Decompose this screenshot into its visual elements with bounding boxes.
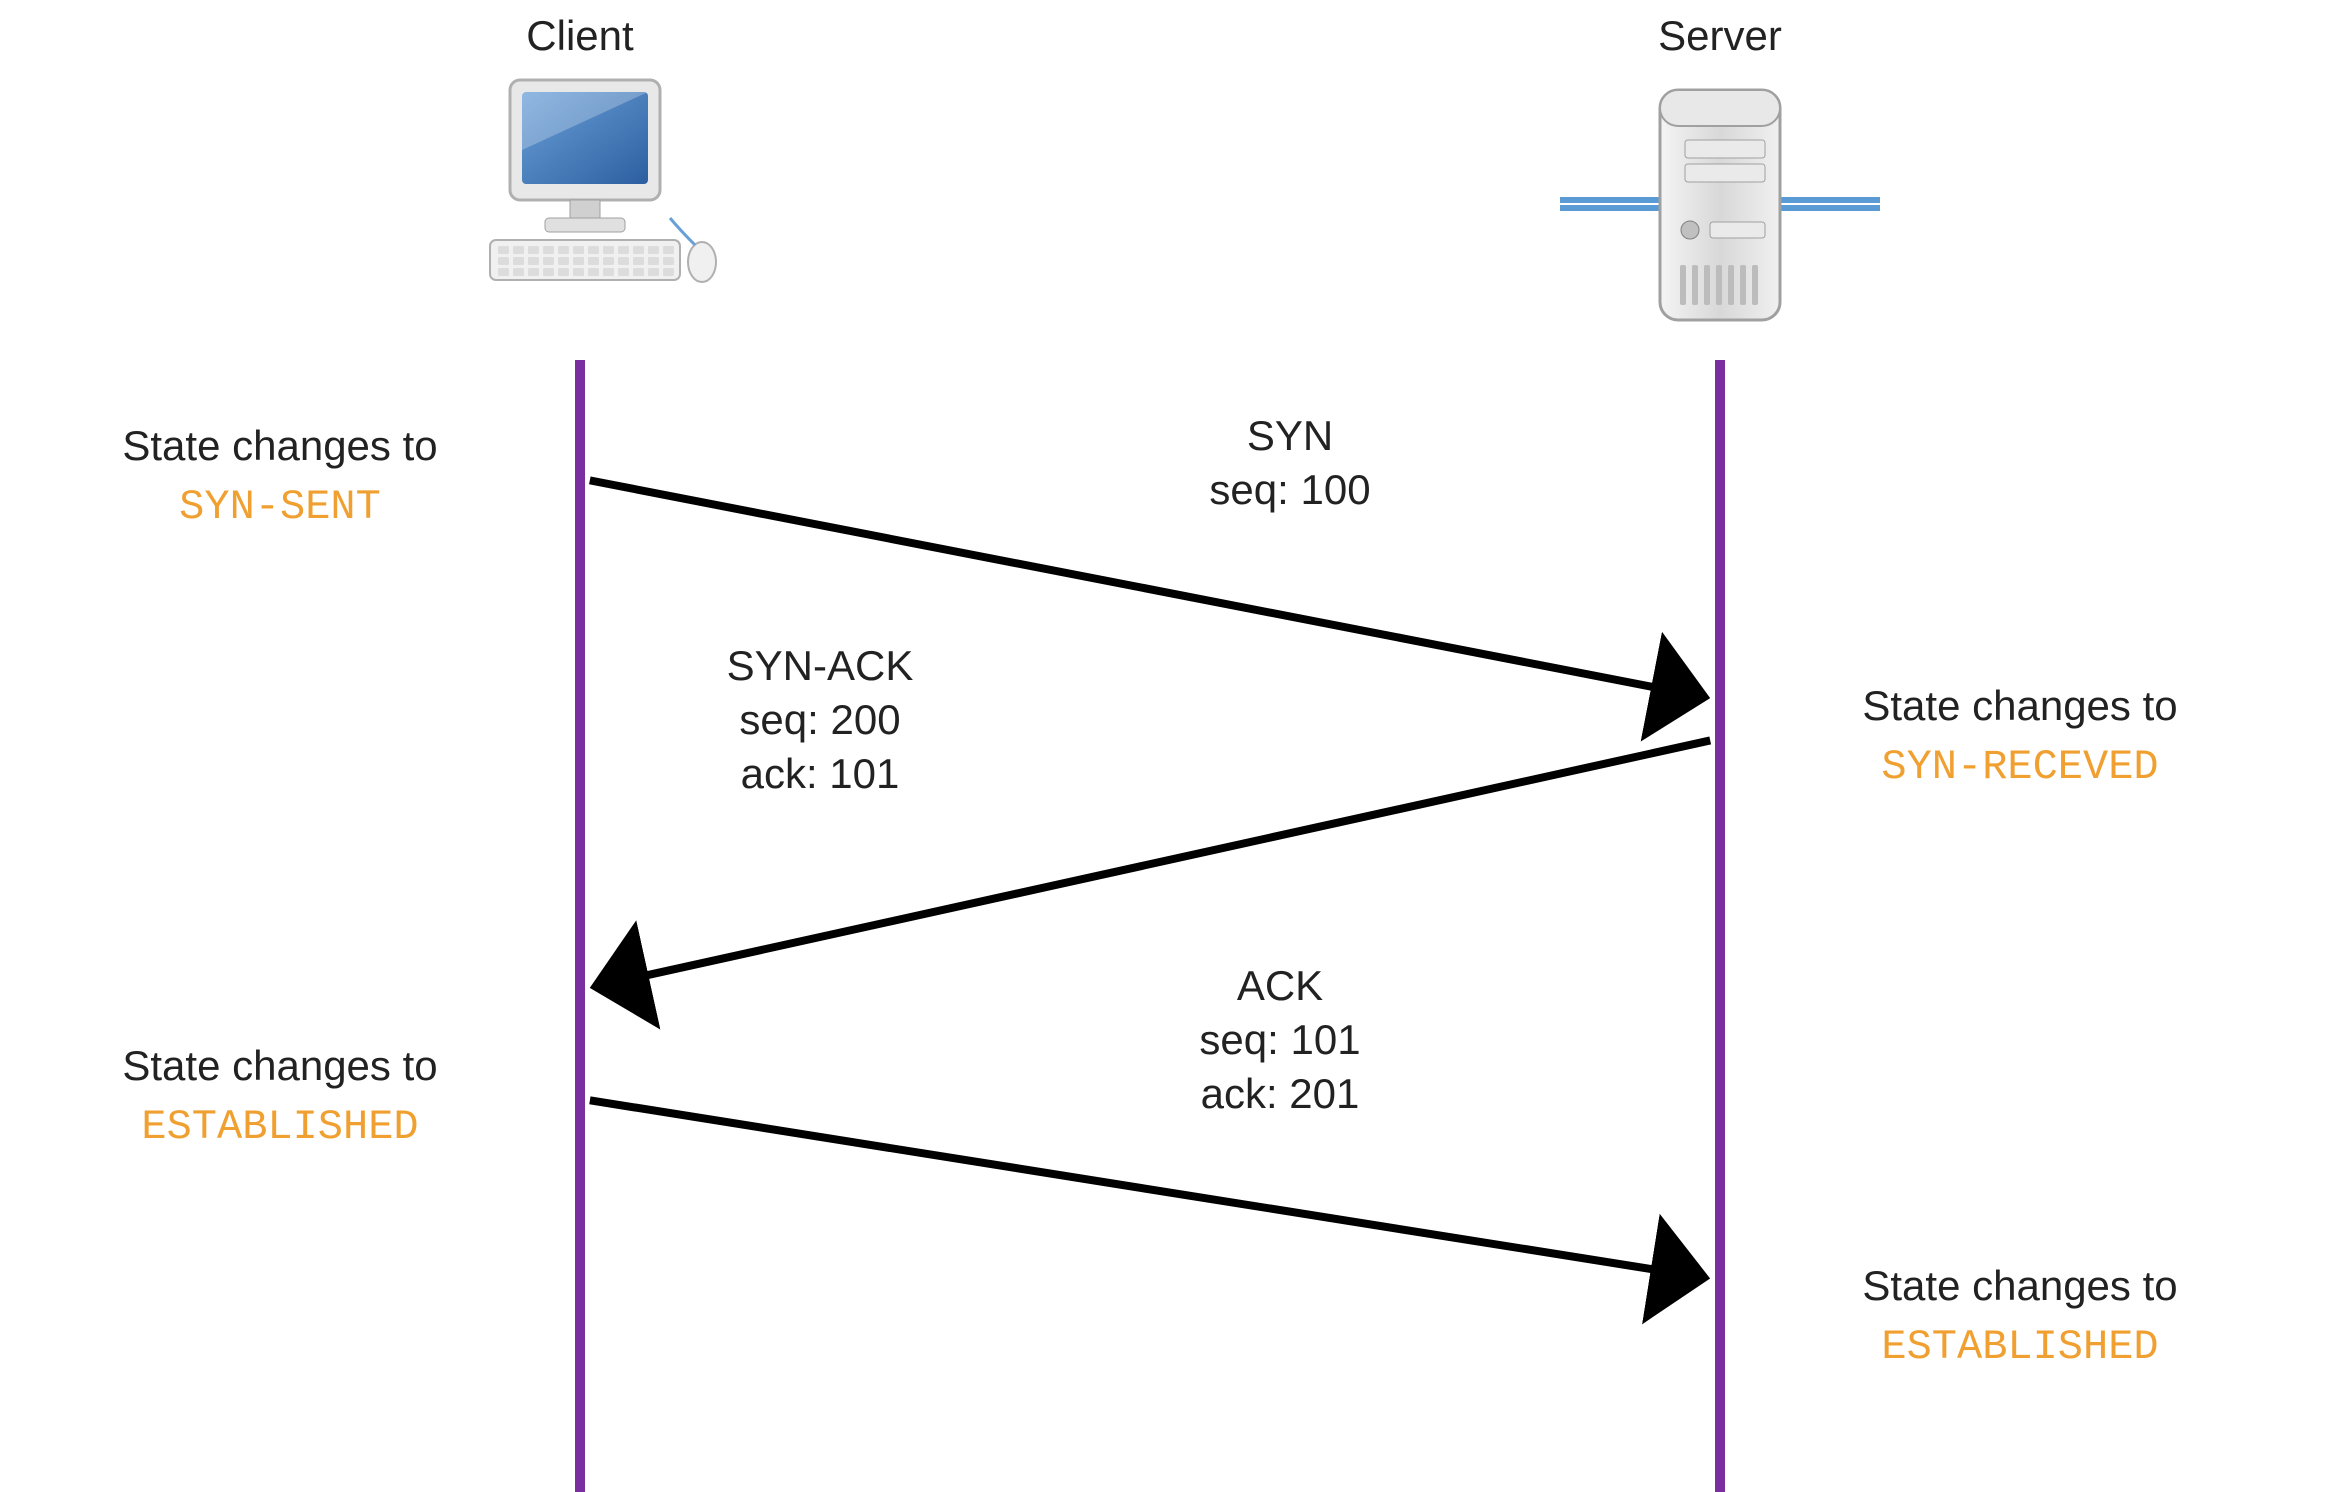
message-0-line-0: SYN: [1247, 412, 1333, 459]
state-2-code: ESTABLISHED: [141, 1103, 418, 1151]
server-label: Server: [1658, 12, 1782, 59]
state-1-label: State changes to: [1862, 682, 2177, 729]
message-2-line-2: ack: 201: [1201, 1070, 1360, 1117]
message-arrow-2: [590, 1100, 1702, 1277]
state-1-code: SYN-RECEVED: [1881, 743, 2158, 791]
server-icon: [1560, 90, 1880, 320]
message-1-line-2: ack: 101: [741, 750, 900, 797]
message-2-line-1: seq: 101: [1199, 1016, 1360, 1063]
state-0-label: State changes to: [122, 422, 437, 469]
client-label: Client: [526, 12, 634, 59]
message-1-line-0: SYN-ACK: [727, 642, 914, 689]
message-1-line-1: seq: 200: [739, 696, 900, 743]
state-3-code: ESTABLISHED: [1881, 1323, 2158, 1371]
state-0-code: SYN-SENT: [179, 483, 381, 531]
client-icon: [490, 80, 716, 282]
state-3-label: State changes to: [1862, 1262, 2177, 1309]
state-2-label: State changes to: [122, 1042, 437, 1089]
message-2-line-0: ACK: [1237, 962, 1323, 1009]
message-0-line-1: seq: 100: [1209, 466, 1370, 513]
